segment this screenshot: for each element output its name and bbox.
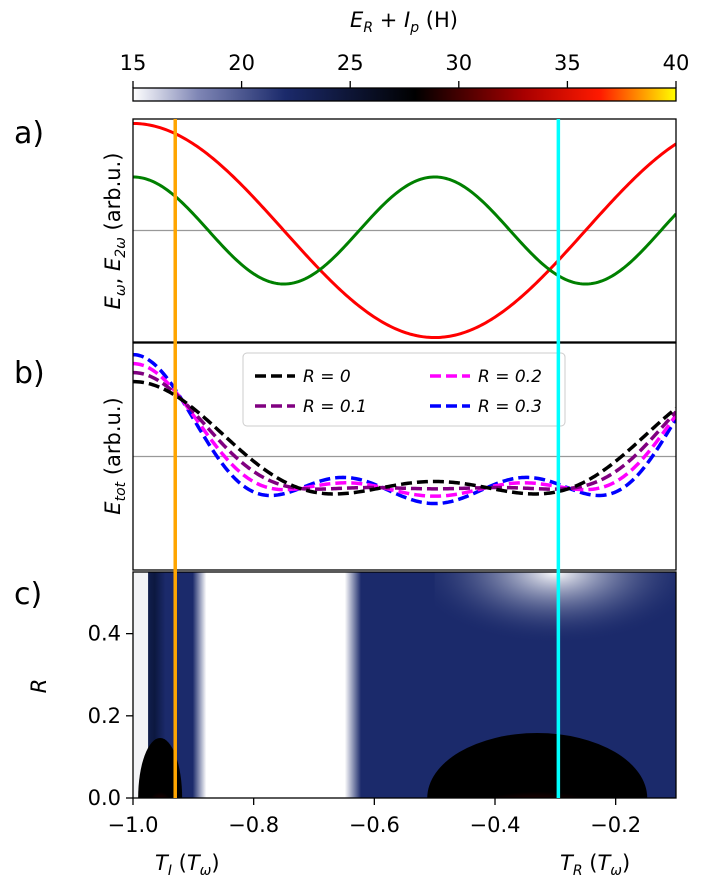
- etot-line-R02: [133, 361, 676, 498]
- e-omega-line: [133, 121, 676, 340]
- panel-b-frame: [132, 342, 677, 571]
- colorbar-tick-label: 40: [663, 51, 690, 75]
- legend-label-r0: R = 0: [303, 367, 351, 387]
- y-tick-label: 0.2: [88, 704, 121, 728]
- legend-box: [242, 352, 566, 427]
- panel-b-plot: [133, 352, 676, 506]
- y-tick-label: 0.0: [88, 786, 121, 810]
- legend-label-r03: R = 0.3: [478, 397, 542, 417]
- panel-a: a) Eω, E2ω (arb.u.): [14, 116, 677, 343]
- x-tick-label: −0.2: [590, 813, 641, 837]
- colorbar-tick-label: 20: [228, 51, 255, 75]
- ti-label: TI (Tω): [155, 851, 220, 879]
- marker-lines: [173, 119, 561, 798]
- e-2omega-line: [133, 175, 676, 286]
- panel-a-label: a): [14, 116, 44, 151]
- legend-label-r02: R = 0.2: [478, 367, 542, 387]
- etot-line-R03: [133, 352, 676, 506]
- colorbar-tick-label: 25: [337, 51, 364, 75]
- legend-label-r01: R = 0.1: [303, 397, 367, 417]
- tr-label: TR (Tω): [560, 851, 630, 879]
- etot-line-R01: [133, 370, 676, 491]
- panel-a-ylabel: Eω, E2ω (arb.u.): [101, 153, 129, 310]
- heatmap-hot-region-left: [138, 738, 183, 798]
- heatmap-hot-region-right: [427, 733, 648, 798]
- colorbar-bar: [132, 87, 677, 102]
- x-tick-label: −0.6: [349, 813, 400, 837]
- colorbar-ticks: 15 20 25 30 35 40: [120, 51, 690, 88]
- x-tick-label: −0.8: [228, 813, 279, 837]
- colorbar-tick-label: 30: [445, 51, 472, 75]
- colorbar-tick-label: 35: [554, 51, 581, 75]
- colorbar-tick-label: 15: [120, 51, 147, 75]
- panel-c: c) R −1.0 −0.8 −0.6 −0.4 −0.2 0.0 0.2 0.4: [14, 571, 677, 837]
- x-tick-label: −1.0: [108, 813, 159, 837]
- colorbar-title: ER + Ip (H): [350, 8, 458, 36]
- heatmap-white-left: [133, 572, 149, 798]
- panel-c-heatmap: [133, 572, 676, 798]
- x-tick-label: −0.4: [470, 813, 521, 837]
- panel-a-plot: [133, 121, 676, 340]
- panel-b-ylabel: Etot (arb.u.): [101, 397, 129, 514]
- y-tick-label: 0.4: [88, 622, 121, 646]
- panel-b-label: b): [14, 356, 45, 391]
- legend: R = 0 R = 0.1 R = 0.2 R = 0.3: [242, 352, 566, 427]
- panel-c-ylabel: R: [27, 679, 51, 694]
- etot-line-R0: [133, 379, 676, 496]
- colorbar: ER + Ip (H) 15 20 25 30 35 40: [120, 8, 690, 102]
- heatmap-white-top: [434, 572, 676, 692]
- panel-a-frame: [132, 118, 677, 343]
- panel-c-ticks: −1.0 −0.8 −0.6 −0.4 −0.2 0.0 0.2 0.4: [88, 622, 642, 837]
- panel-b: b) Etot (arb.u.) R = 0 R = 0.1 R = 0.2 R…: [14, 342, 677, 571]
- panel-c-label: c): [14, 577, 42, 612]
- panel-c-frame: [132, 571, 677, 799]
